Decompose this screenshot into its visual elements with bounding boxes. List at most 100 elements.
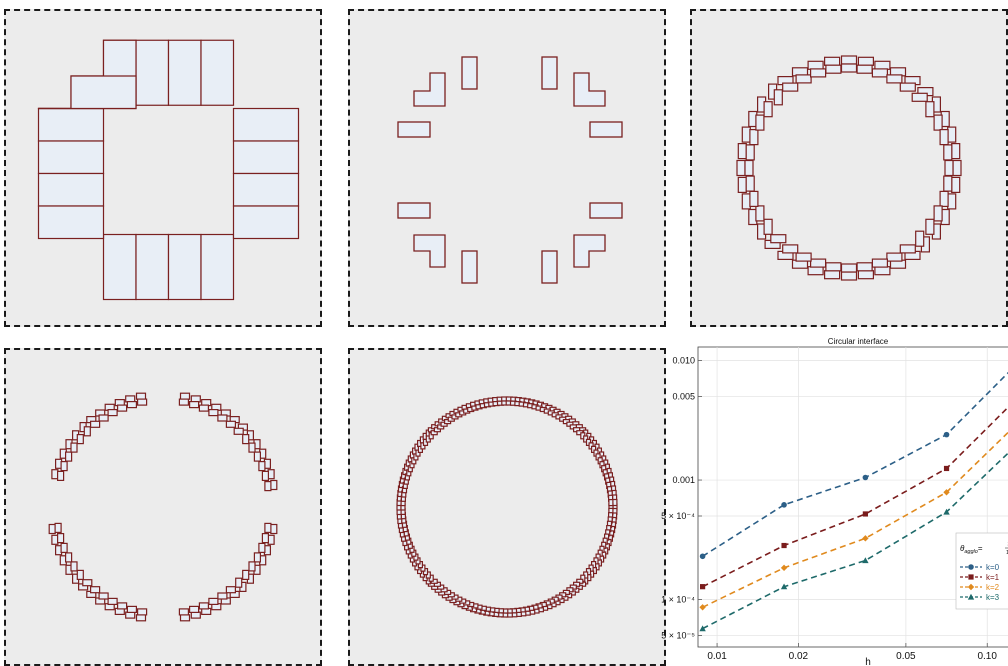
mesh-cell bbox=[135, 614, 147, 622]
mesh-cell bbox=[225, 586, 236, 594]
x-tick-label: 0.01 bbox=[707, 651, 727, 662]
mesh-cell bbox=[267, 534, 275, 545]
mesh-cell bbox=[951, 176, 961, 193]
mesh-cell bbox=[198, 404, 209, 412]
mesh-cell bbox=[608, 499, 614, 507]
mesh-cell bbox=[126, 605, 138, 613]
mesh-cell bbox=[825, 64, 842, 74]
mesh-cell bbox=[773, 89, 783, 106]
data-point bbox=[967, 583, 975, 591]
mesh-cell bbox=[137, 608, 148, 616]
mesh-cell bbox=[70, 442, 78, 453]
mesh-cell bbox=[749, 190, 759, 207]
mesh-cell bbox=[56, 470, 65, 482]
mesh-cell bbox=[737, 143, 747, 160]
cell-mesh-level-3 bbox=[736, 55, 962, 281]
mesh-cell bbox=[745, 144, 755, 161]
mesh-cell bbox=[82, 579, 93, 587]
mesh-cell bbox=[952, 159, 962, 177]
cell-mesh-level-4 bbox=[48, 392, 278, 622]
mesh-cell bbox=[217, 414, 228, 422]
mesh-cell bbox=[135, 39, 170, 106]
data-point bbox=[862, 557, 869, 564]
mesh-cell bbox=[871, 258, 888, 268]
mesh-cell bbox=[874, 266, 891, 276]
mesh-cell bbox=[232, 172, 300, 207]
y-tick-label: 5 × 10⁻⁴ bbox=[661, 511, 695, 521]
mesh-cell bbox=[782, 244, 799, 254]
x-axis-label: h bbox=[865, 657, 871, 666]
mesh-cell bbox=[232, 140, 300, 175]
mesh-cell bbox=[178, 608, 189, 616]
mesh-cell bbox=[38, 75, 137, 110]
mesh-cell bbox=[189, 400, 200, 409]
data-point bbox=[943, 508, 950, 515]
mesh-cell bbox=[167, 39, 202, 106]
mesh-cell bbox=[741, 193, 751, 210]
mesh-cell bbox=[745, 175, 755, 192]
mesh-cell bbox=[107, 597, 118, 605]
convergence-chart-svg: 0.01 0.02 0.05 0.10 0.010 0.005 0.001 5 × 10⁻⁴ 1… bbox=[661, 337, 1008, 666]
agglomeration-panel-level-1 bbox=[4, 9, 322, 327]
mesh-cell bbox=[943, 175, 953, 192]
data-point bbox=[700, 584, 706, 590]
mesh-cell bbox=[253, 552, 261, 563]
mesh-cell bbox=[413, 72, 446, 107]
mesh-cell bbox=[264, 522, 272, 533]
convergence-chart: 0.01 0.02 0.05 0.10 0.010 0.005 0.001 5 × 10⁻⁴ 1… bbox=[660, 335, 1008, 666]
mesh-cell bbox=[125, 611, 136, 619]
mesh-cell bbox=[190, 611, 201, 619]
legend-title: θagglo= bbox=[960, 544, 983, 555]
mesh-cell bbox=[874, 60, 891, 70]
mesh-cell bbox=[763, 101, 773, 118]
mesh-cell bbox=[264, 481, 272, 492]
mesh-cell bbox=[933, 205, 943, 222]
data-point bbox=[968, 574, 974, 580]
mesh-cell bbox=[857, 56, 874, 66]
mesh-cell bbox=[947, 126, 957, 143]
mesh-cell bbox=[98, 592, 109, 600]
mesh-cell bbox=[200, 39, 235, 106]
mesh-cell bbox=[258, 460, 266, 472]
mesh-cell bbox=[589, 121, 623, 138]
mesh-cell bbox=[824, 56, 841, 66]
x-tick-label: 0.02 bbox=[789, 651, 809, 662]
mesh-cell bbox=[102, 233, 137, 301]
data-point bbox=[699, 553, 706, 560]
x-tick-label: 0.10 bbox=[977, 651, 997, 662]
y-tick-label: 0.001 bbox=[672, 475, 695, 485]
mesh-cell bbox=[886, 252, 903, 262]
mesh-cell bbox=[915, 230, 925, 247]
mesh-cell bbox=[573, 234, 606, 268]
mesh-cell bbox=[242, 433, 250, 445]
mesh-cell bbox=[267, 469, 275, 480]
mesh-cell bbox=[135, 233, 170, 301]
mesh-cell bbox=[770, 234, 787, 244]
mesh-cell bbox=[856, 262, 873, 272]
mesh-cell bbox=[248, 561, 256, 572]
chart-title: Circular interface bbox=[828, 337, 889, 346]
mesh-cell bbox=[198, 602, 209, 610]
mesh-cell bbox=[809, 68, 827, 78]
mesh-cell bbox=[89, 586, 101, 594]
legend-subscript: agglo bbox=[964, 549, 977, 555]
mesh-cell bbox=[807, 60, 824, 70]
mesh-cell bbox=[755, 205, 765, 222]
mesh-cell bbox=[48, 523, 56, 535]
data-point bbox=[968, 564, 974, 570]
agglomeration-panel-level-3 bbox=[690, 9, 1008, 327]
mesh-cell bbox=[242, 569, 250, 580]
data-point bbox=[781, 542, 787, 549]
mesh-cell bbox=[911, 92, 928, 102]
mesh-cell bbox=[744, 159, 754, 177]
legend-eq: = bbox=[978, 544, 983, 553]
x-tick-label: 0.05 bbox=[896, 651, 916, 662]
mesh-cell bbox=[413, 234, 446, 268]
data-point bbox=[943, 465, 950, 472]
data-point bbox=[780, 583, 788, 590]
mesh-cell bbox=[573, 72, 606, 107]
mesh-cell bbox=[871, 68, 888, 78]
mesh-cell bbox=[98, 414, 109, 422]
data-point bbox=[943, 489, 950, 496]
mesh-cell bbox=[167, 233, 202, 301]
